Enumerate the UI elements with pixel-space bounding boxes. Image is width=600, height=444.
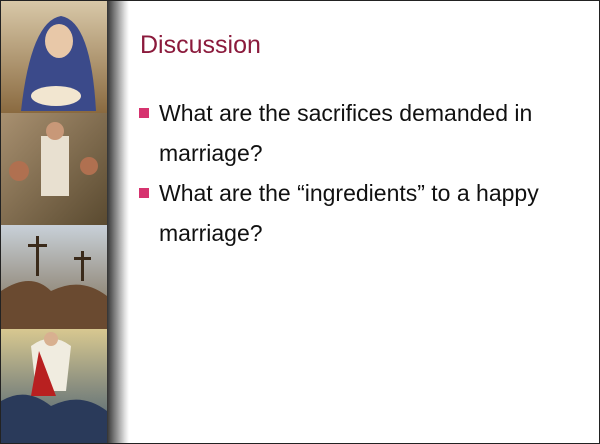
face [46, 122, 64, 140]
robe [31, 351, 56, 396]
figure [31, 86, 81, 106]
cross [81, 251, 84, 281]
face [44, 332, 58, 346]
cross [28, 244, 47, 247]
cross [74, 257, 91, 260]
slide-title: Discussion [140, 31, 261, 59]
figure [41, 136, 69, 196]
figure [21, 16, 96, 111]
shadow [107, 1, 129, 443]
bullet: What are the “ingredients” to a happy ma… [139, 173, 579, 253]
face [80, 157, 98, 175]
face [45, 24, 73, 58]
crowd [1, 394, 107, 443]
crowd [1, 281, 107, 329]
face [9, 161, 29, 181]
bullet: What are the sacrifices demanded in marr… [139, 93, 579, 173]
image-strip [1, 1, 107, 443]
bullet-list: What are the sacrifices demanded in marr… [139, 93, 579, 253]
cross [36, 236, 39, 276]
